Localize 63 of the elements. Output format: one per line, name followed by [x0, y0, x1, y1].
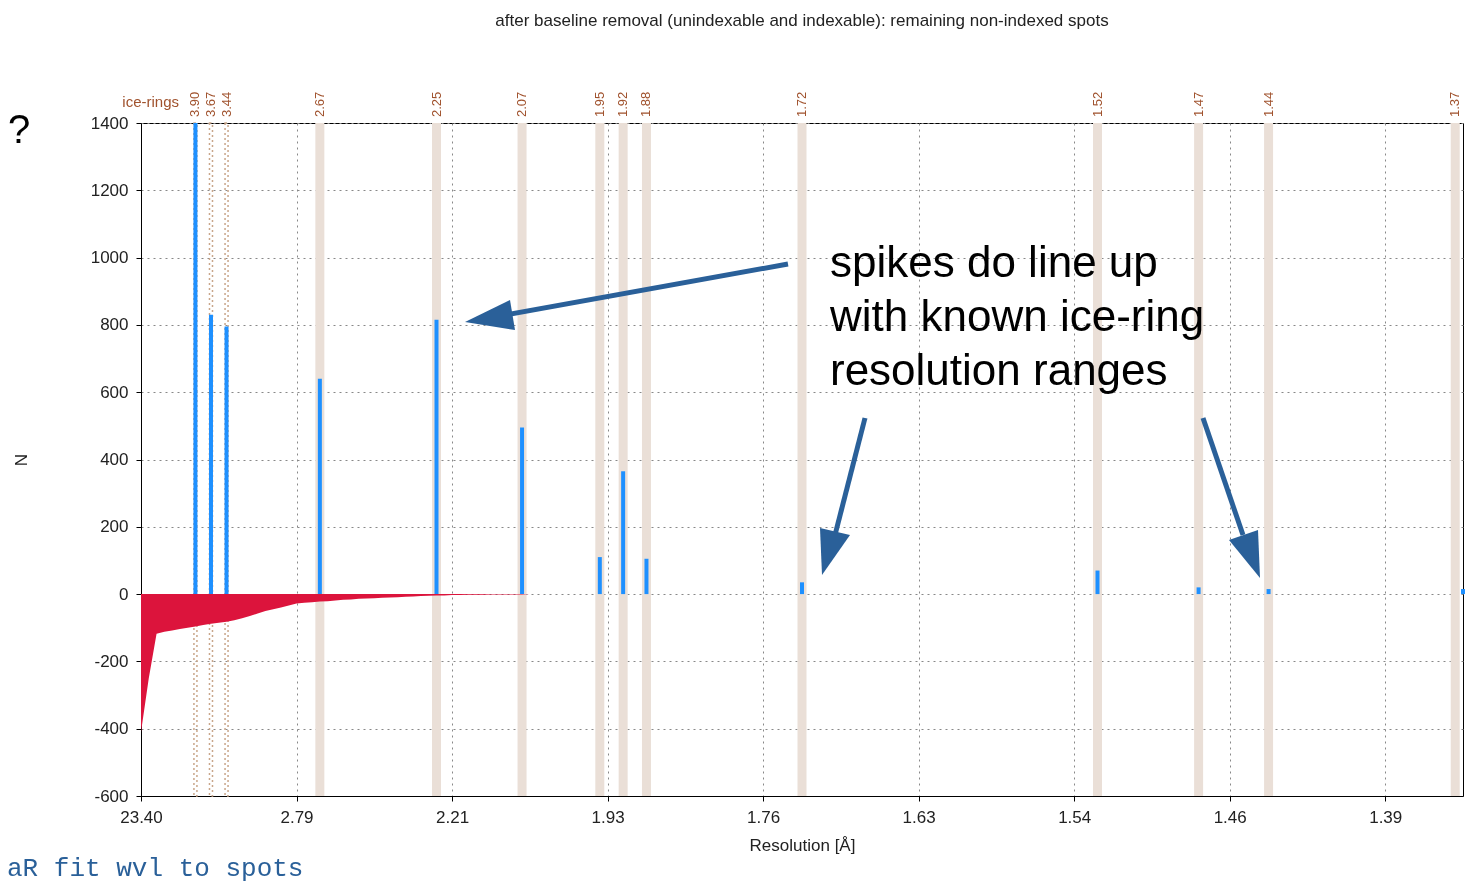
x-axis-title: Resolution [Å] — [749, 835, 856, 855]
bar — [1095, 570, 1100, 595]
y-tick-label: -400 — [94, 719, 129, 739]
text: ? — [8, 107, 31, 151]
y-tick-label: -200 — [94, 651, 129, 671]
text: 1.92 — [615, 91, 631, 117]
y-tick-label: 400 — [100, 450, 129, 469]
bar — [1196, 587, 1201, 595]
text: 2.67 — [311, 91, 327, 117]
bar — [208, 314, 213, 595]
chart-title: after baseline removal (unindexable and indexable): remaining non-indexed spots — [495, 11, 1109, 30]
bar — [193, 123, 198, 595]
text: 3.44 — [218, 91, 234, 117]
text: 1.37 — [1447, 91, 1463, 117]
bar — [800, 582, 804, 595]
text: 1.95 — [591, 91, 607, 117]
bar — [1450, 123, 1460, 796]
x-tick-label: 1.76 — [747, 807, 781, 827]
bar — [1264, 123, 1274, 796]
x-tick-label: 2.79 — [280, 807, 314, 827]
x-tick-label: 2.21 — [436, 807, 470, 827]
y-tick-label: 600 — [100, 382, 129, 402]
bar — [595, 123, 605, 796]
y-tick-label: 800 — [100, 315, 129, 335]
y-tick-label: 1400 — [90, 113, 129, 133]
text: ice-rings — [122, 93, 179, 110]
bar — [797, 123, 807, 796]
text: 1.88 — [638, 91, 654, 117]
text: 1.72 — [794, 91, 809, 117]
bar — [434, 319, 439, 595]
y-tick-label: 200 — [100, 517, 129, 537]
bar — [317, 378, 322, 595]
bar — [193, 122, 198, 797]
x-tick-label: 23.40 — [120, 807, 163, 827]
text: 2.07 — [514, 91, 530, 117]
x-tick-label: 1.63 — [902, 807, 936, 827]
y-tick-label: 0 — [119, 584, 129, 604]
text: aR fit wvl to spots — [7, 854, 304, 882]
bar — [224, 122, 229, 797]
bar — [520, 427, 525, 595]
bar — [621, 471, 626, 595]
bar — [641, 123, 651, 796]
text: 3.67 — [202, 91, 218, 117]
text: 3.90 — [187, 91, 203, 117]
text: 1.52 — [1089, 91, 1105, 117]
y-tick-label: 1000 — [90, 248, 129, 268]
annotation: spikes do line up with known ice-ring resolution ranges — [829, 237, 1205, 394]
bar — [618, 123, 628, 796]
y-tick-label: 1200 — [90, 180, 129, 200]
y-axis-title: N — [11, 453, 31, 467]
bar — [1461, 589, 1465, 595]
bar — [1266, 589, 1271, 595]
x-tick-label: 1.46 — [1213, 807, 1247, 827]
y-tick-label: -600 — [94, 786, 129, 806]
x-tick-label: 1.93 — [591, 807, 625, 827]
x-tick-label: 1.39 — [1369, 807, 1403, 827]
text: 1.47 — [1190, 91, 1206, 117]
bar — [644, 558, 649, 595]
text: 1.44 — [1260, 91, 1276, 117]
x-tick-label: 1.54 — [1058, 807, 1092, 827]
bar — [224, 326, 229, 595]
bar — [597, 557, 602, 595]
text: 2.25 — [428, 91, 444, 117]
